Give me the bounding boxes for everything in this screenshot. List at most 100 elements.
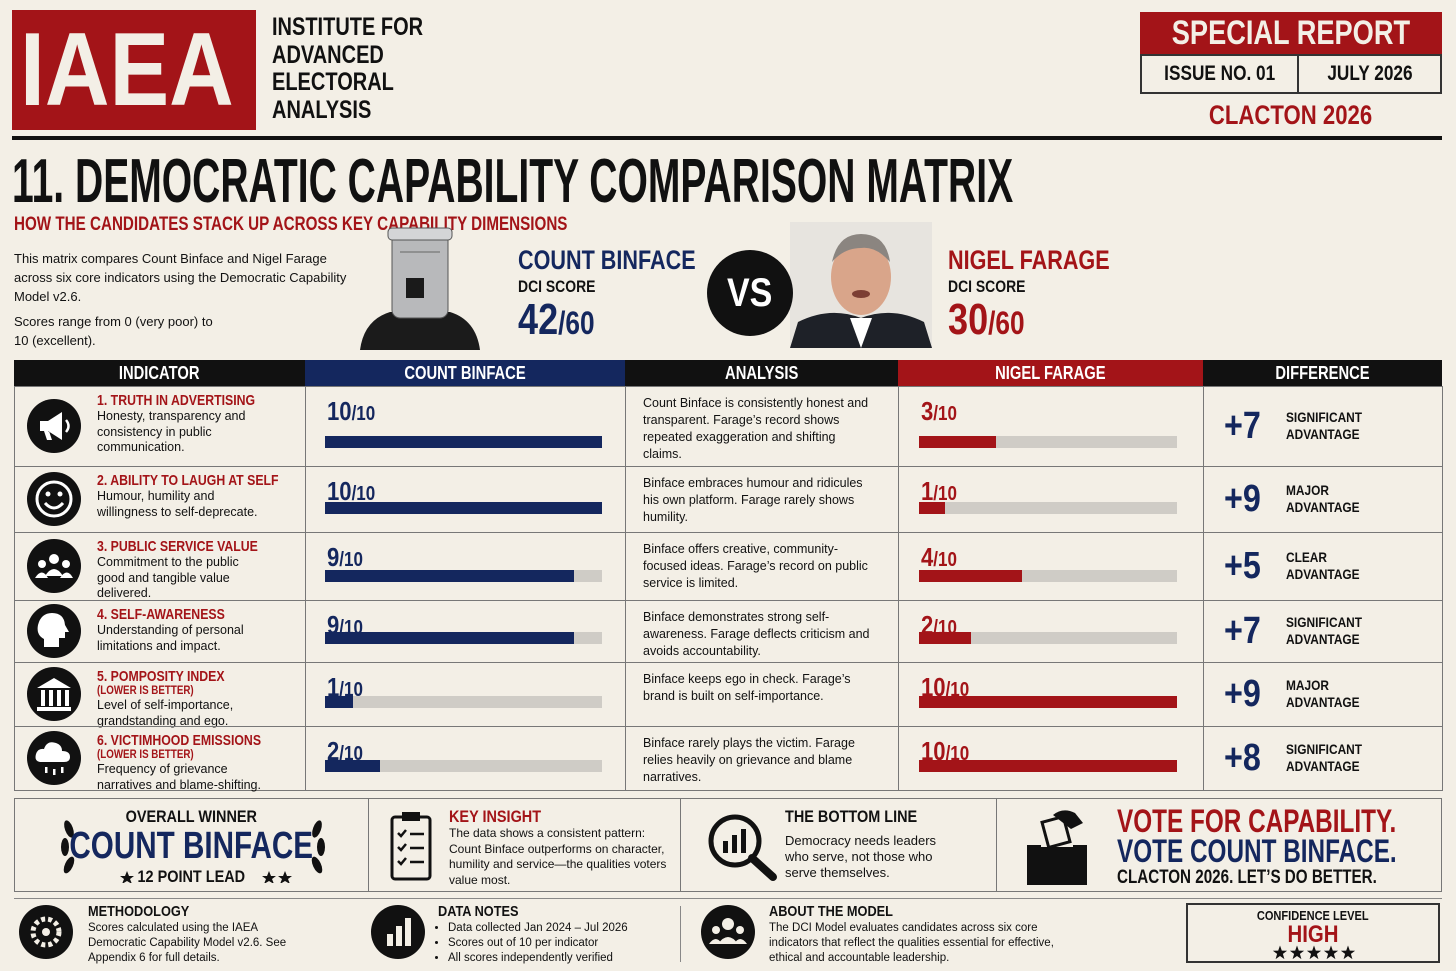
org-line: ADVANCED [272, 40, 384, 69]
shape [61, 820, 325, 874]
shape [40, 412, 62, 440]
winner-name: COUNT BINFACE [69, 825, 314, 867]
indicator-title: 3. PUBLIC SERVICE VALUE [97, 538, 297, 555]
insight-title-box: KEY INSIGHT [449, 807, 557, 827]
shape [278, 871, 292, 883]
confidence-stars [1272, 945, 1356, 960]
binface-image [360, 227, 480, 350]
verdict: CLEAR ADVANTAGE [1286, 549, 1416, 582]
magnifier-icon [708, 814, 777, 881]
bar [919, 502, 945, 514]
winner-lead: 12 POINT LEAD [137, 867, 246, 886]
shape [27, 539, 81, 593]
indicator-icon [27, 539, 81, 593]
indicator-icon [27, 472, 81, 526]
shape [27, 667, 81, 721]
shape [701, 905, 755, 959]
matrix-cell [1203, 726, 1443, 791]
bar [919, 436, 997, 448]
dci-score: 42/60 [518, 296, 611, 347]
score-group: 1/10 [327, 672, 363, 705]
org-line: INSTITUTE FOR [272, 13, 424, 41]
shape [53, 769, 56, 775]
score-label: DCI SCORE [518, 277, 612, 297]
score-max: /60 [558, 305, 595, 341]
shape [708, 814, 762, 868]
bottom-line-panel: THE BOTTOM LINE Democracy needs leaders … [680, 798, 997, 892]
data-notes-list: Data collected Jan 2024 – Jul 2026 Score… [438, 921, 688, 966]
indicator-title: 1. TRUTH IN ADVERTISING [97, 392, 297, 409]
indicator-title: 6. VICTIMHOOD EMISSIONS [97, 732, 297, 749]
indicator: 2. ABILITY TO LAUGH AT SELF Humour, humil… [97, 472, 297, 520]
winner-panel: OVERALL WINNER COUNT BINFACE 12 POINT LE… [14, 798, 369, 892]
bar [325, 570, 575, 582]
shape [397, 829, 424, 866]
report-label: SPECIAL REPORT [1171, 14, 1411, 52]
score-group: 3/10 [921, 396, 957, 429]
indicator: 6. VICTIMHOOD EMISSIONS (LOWER IS BETTER)… [97, 732, 297, 793]
bar [919, 570, 1023, 582]
column-header: INDICATOR [14, 360, 305, 386]
indicator-title-text: 4. SELF-AWARENESS [97, 606, 225, 623]
score: 9/10 [327, 542, 369, 575]
insight-title: KEY INSIGHT [449, 807, 542, 826]
shape [65, 690, 69, 706]
indicator: 1. TRUTH IN ADVERTISING Honesty, transpar… [97, 392, 297, 456]
shape [37, 678, 71, 711]
intro: This matrix compares Count Binface and N… [14, 249, 349, 350]
shape [1272, 945, 1356, 960]
shape [45, 569, 63, 576]
verdict: SIGNIFICANT ADVANTAGE [1286, 409, 1416, 442]
shape [832, 234, 890, 262]
verdict-text: CLEAR ADVANTAGE [1286, 549, 1360, 582]
shape [27, 472, 81, 526]
column-header: DIFFERENCE [1203, 360, 1442, 386]
score-group: 1/10 [921, 476, 957, 509]
analysis: Binface embraces humour and ridicules hi… [643, 476, 863, 524]
bar [919, 760, 1177, 772]
rule [12, 136, 1442, 140]
score-max: /10 [933, 403, 957, 425]
score-max: /10 [351, 403, 376, 425]
verdict-text: SIGNIFICANT ADVANTAGE [1286, 741, 1363, 774]
score-label-text: DCI SCORE [518, 277, 596, 296]
farage-image [790, 222, 932, 348]
verdict: SIGNIFICANT ADVANTAGE [1286, 741, 1416, 774]
bar [325, 502, 602, 514]
laurels [61, 820, 325, 883]
bar-track [919, 632, 1177, 644]
shape [61, 838, 69, 856]
shape [37, 613, 69, 647]
shape [317, 838, 325, 856]
confidence-label-box: CONFIDENCE LEVEL [1188, 908, 1438, 923]
verdict: MAJOR ADVANTAGE [1286, 677, 1416, 710]
shape [741, 829, 746, 853]
confidence-value: HIGH [1287, 921, 1339, 948]
indicator-description: Honesty, transparency and consistency in… [97, 409, 246, 454]
bar-track [919, 570, 1177, 582]
location-text: CLACTON 2026 [1209, 100, 1373, 130]
bar-track [325, 502, 602, 514]
score: 42 [518, 295, 559, 344]
indicator-title-text: 1. TRUTH IN ADVERTISING [97, 392, 256, 409]
column-header-text: NIGEL FARAGE [995, 363, 1106, 383]
bar [325, 696, 353, 708]
difference-value: +9 [1224, 673, 1261, 715]
winner-name-box: COUNT BINFACE [15, 825, 368, 868]
analysis: Binface rarely plays the victim. Farage … [643, 736, 855, 784]
shape: ANALYSIS [272, 95, 461, 125]
bar-track [919, 760, 1177, 772]
indicator-title-text: 3. PUBLIC SERVICE VALUE [97, 538, 258, 555]
verdict-text: MAJOR ADVANTAGE [1286, 677, 1360, 710]
shape [61, 767, 64, 773]
shape [732, 835, 737, 853]
shape [722, 918, 734, 930]
shape [62, 560, 70, 568]
org-line: ANALYSIS [272, 95, 372, 124]
shape [734, 939, 747, 944]
difference-value: +8 [1224, 737, 1261, 779]
indicator-title-text: 2. ABILITY TO LAUGH AT SELF [97, 472, 279, 489]
difference-value: +7 [1224, 610, 1261, 652]
score-value: 4 [921, 542, 934, 572]
indicator-description: Understanding of personal limitations an… [97, 623, 244, 653]
